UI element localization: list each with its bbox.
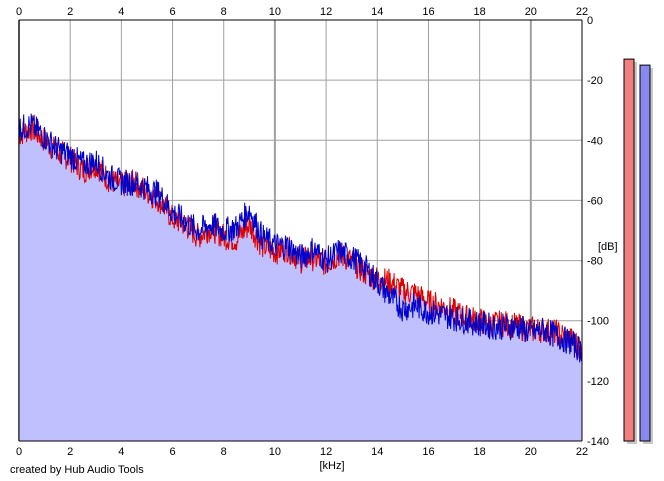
- level-meters: [623, 58, 653, 444]
- y-tick-label: 0: [587, 15, 593, 27]
- y-tick-label: -80: [587, 256, 603, 268]
- y-tick-label: -100: [587, 316, 609, 328]
- x-tick-label-bottom: 18: [474, 446, 486, 458]
- x-tick-label-bottom: 10: [269, 446, 281, 458]
- x-ticks-top: 0 2 4 6 8 10 12 14 16 18 20 22: [16, 6, 588, 18]
- x-tick-label-bottom: 22: [576, 446, 588, 458]
- x-ticks-bottom: 0 2 4 6 8 10 12 14 16 18 20 22: [16, 446, 588, 458]
- x-tick-label-bottom: 4: [118, 446, 124, 458]
- y-tick-label: -60: [587, 195, 603, 207]
- x-tick-label-bottom: 16: [422, 446, 434, 458]
- y-tick-label: -120: [587, 376, 609, 388]
- x-tick-label-top: 12: [320, 6, 332, 18]
- x-tick-label-top: 2: [67, 6, 73, 18]
- x-tick-label-bottom: 8: [221, 446, 227, 458]
- x-tick-label-top: 8: [221, 6, 227, 18]
- x-tick-label-top: 4: [118, 6, 124, 18]
- y-tick-label: -20: [587, 75, 603, 87]
- x-tick-label-top: 20: [525, 6, 537, 18]
- x-tick-label-top: 18: [474, 6, 486, 18]
- x-tick-label-bottom: 14: [371, 446, 383, 458]
- x-tick-label-top: 16: [422, 6, 434, 18]
- y-tick-label: -40: [587, 135, 603, 147]
- x-tick-label-bottom: 6: [169, 446, 175, 458]
- x-tick-label-top: 0: [16, 6, 22, 18]
- x-tick-label-top: 14: [371, 6, 383, 18]
- y-axis-label: [dB]: [598, 241, 618, 253]
- axes: [18, 19, 583, 442]
- x-tick-label-bottom: 20: [525, 446, 537, 458]
- meter-left: [623, 58, 635, 442]
- spectrum-lines: [18, 113, 583, 363]
- y-tick-label: -140: [587, 436, 609, 448]
- y-ticks-right: 0 -20 -40 -60 -80 -100 -120 -140: [587, 15, 609, 448]
- meter-right: [639, 64, 651, 442]
- x-tick-label-top: 10: [269, 6, 281, 18]
- credit-text: created by Hub Audio Tools: [10, 464, 144, 476]
- x-tick-label-top: 22: [576, 6, 588, 18]
- x-tick-label-bottom: 2: [67, 446, 73, 458]
- x-tick-label-bottom: 12: [320, 446, 332, 458]
- x-tick-label-bottom: 0: [16, 446, 22, 458]
- series-right-line: [18, 113, 583, 363]
- x-axis-label: [kHz]: [319, 460, 344, 472]
- x-tick-label-top: 6: [169, 6, 175, 18]
